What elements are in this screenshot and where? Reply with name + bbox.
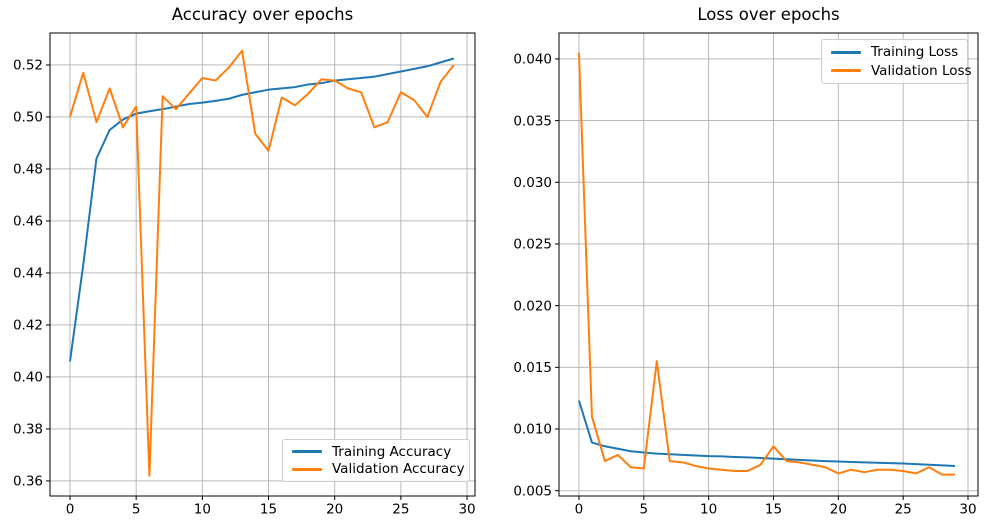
y-tick-label: 0.50	[13, 110, 43, 126]
y-tick-label: 0.52	[13, 58, 43, 74]
x-tick-label: 0	[66, 502, 75, 518]
y-tick-label: 0.020	[513, 298, 552, 314]
y-tick-label: 0.46	[13, 214, 43, 230]
x-tick-label: 25	[392, 502, 409, 518]
legend-row: Training Accuracy	[292, 444, 461, 460]
y-tick-label: 0.015	[513, 360, 552, 376]
y-tick-label: 0.36	[13, 474, 43, 490]
axes-frame	[49, 32, 476, 497]
training-loss-line-swatch	[831, 51, 861, 54]
y-tick-label: 0.035	[513, 113, 552, 129]
legend-label-training-loss: Training Loss	[871, 44, 959, 61]
x-tick-label: 10	[194, 502, 211, 518]
y-tick-label: 0.005	[513, 483, 552, 499]
validation-accuracy-line-swatch	[292, 468, 322, 471]
x-tick-label: 15	[260, 502, 277, 518]
y-tick-label: 0.025	[513, 237, 552, 253]
legend-row: Validation Loss	[831, 63, 972, 79]
loss-chart-title: Loss over epochs	[697, 5, 840, 24]
loss-legend: Training Loss Validation Loss	[821, 39, 972, 84]
x-tick-label: 30	[959, 502, 976, 518]
x-tick-label: 25	[895, 502, 912, 518]
legend-row: Training Loss	[831, 44, 959, 60]
axes-frame	[558, 32, 979, 497]
accuracy-chart: 0 5 10 15 20 25 30 0.36 0.38 0.40 0.42 0.44 0.46 0.48…	[13, 32, 476, 518]
legend-label-validation-accuracy: Validation Accuracy	[332, 461, 465, 478]
x-tick-label: 5	[132, 502, 141, 518]
y-tick-label: 0.010	[513, 422, 552, 438]
x-tick-label: 20	[830, 502, 847, 518]
series-line-training-accuracy	[68, 57, 455, 362]
loss-chart: 0 5 10 15 20 25 30 0.005 0.010 0.015 0.020 0.025 0.0…	[513, 32, 979, 518]
y-tick-label: 0.030	[513, 175, 552, 191]
accuracy-chart-title: Accuracy over epochs	[171, 5, 354, 24]
y-tick-label: 0.48	[13, 162, 43, 178]
accuracy-legend: Training Accuracy Validation Accuracy	[282, 439, 470, 482]
legend-row: Validation Accuracy	[292, 461, 465, 477]
x-tick-label: 5	[640, 502, 649, 518]
training-accuracy-line-swatch	[292, 450, 322, 453]
validation-loss-line-swatch	[831, 69, 861, 72]
y-tick-label: 0.040	[513, 52, 552, 68]
series-line-validation-accuracy	[69, 49, 455, 477]
series-line-training-loss	[578, 400, 956, 468]
y-tick-label: 0.42	[13, 318, 43, 334]
legend-label-validation-loss: Validation Loss	[871, 62, 972, 79]
y-tick-label: 0.44	[13, 266, 43, 282]
x-tick-label: 10	[700, 502, 717, 518]
y-tick-label: 0.40	[13, 370, 43, 386]
x-tick-label: 20	[326, 502, 343, 518]
x-tick-label: 30	[458, 502, 475, 518]
y-tick-label: 0.38	[13, 422, 43, 438]
x-tick-label: 15	[765, 502, 782, 518]
series-line-validation-loss	[577, 52, 956, 476]
x-tick-label: 0	[575, 502, 584, 518]
legend-label-training-accuracy: Training Accuracy	[332, 443, 452, 460]
